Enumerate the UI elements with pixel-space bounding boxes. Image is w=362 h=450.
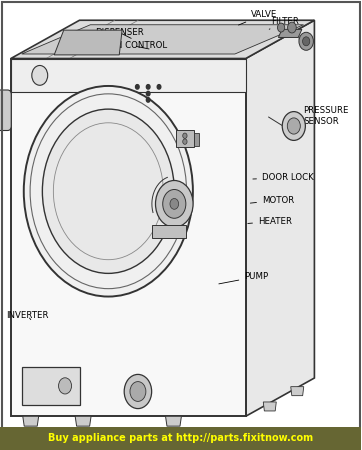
Circle shape	[24, 86, 193, 297]
Circle shape	[146, 98, 150, 102]
Circle shape	[287, 118, 300, 134]
Circle shape	[130, 382, 146, 401]
Circle shape	[282, 112, 306, 140]
Polygon shape	[246, 20, 315, 416]
Text: HEATER: HEATER	[248, 217, 292, 226]
Polygon shape	[11, 58, 246, 92]
Circle shape	[303, 37, 310, 46]
Polygon shape	[22, 25, 304, 54]
Polygon shape	[11, 20, 315, 58]
Circle shape	[146, 91, 150, 96]
Circle shape	[42, 109, 174, 274]
Circle shape	[124, 374, 152, 409]
Polygon shape	[11, 58, 246, 416]
Circle shape	[183, 139, 187, 144]
Text: PRESSURE
SENSOR: PRESSURE SENSOR	[295, 106, 349, 126]
Circle shape	[278, 23, 285, 32]
Polygon shape	[263, 402, 276, 411]
Text: INVERTER: INVERTER	[7, 311, 49, 320]
Text: VALVE: VALVE	[239, 10, 278, 25]
Text: DOOR LOCK: DOOR LOCK	[253, 173, 314, 182]
Text: MAIN CONTROL: MAIN CONTROL	[100, 41, 167, 50]
Polygon shape	[75, 416, 91, 426]
Circle shape	[183, 133, 187, 139]
Circle shape	[163, 189, 186, 218]
Polygon shape	[152, 225, 186, 238]
Polygon shape	[291, 387, 304, 396]
Polygon shape	[23, 416, 39, 426]
Circle shape	[299, 32, 313, 50]
Text: MOTOR: MOTOR	[250, 196, 294, 205]
Bar	[0, 427, 361, 450]
Polygon shape	[54, 30, 122, 55]
Circle shape	[146, 85, 150, 89]
Polygon shape	[22, 367, 80, 405]
Circle shape	[32, 66, 48, 86]
Circle shape	[59, 378, 72, 394]
Circle shape	[156, 180, 193, 227]
Text: DISPENSER: DISPENSER	[95, 28, 144, 38]
Circle shape	[157, 85, 161, 89]
Text: Buy appliance parts at http://parts.fixitnow.com: Buy appliance parts at http://parts.fixi…	[48, 433, 313, 443]
Polygon shape	[176, 130, 194, 148]
FancyBboxPatch shape	[0, 90, 11, 130]
Polygon shape	[278, 29, 302, 37]
Text: PUMP: PUMP	[219, 272, 269, 284]
Text: FILTER: FILTER	[269, 17, 299, 29]
Circle shape	[135, 85, 139, 89]
Circle shape	[170, 198, 178, 209]
Polygon shape	[194, 133, 199, 146]
Polygon shape	[165, 416, 181, 426]
Circle shape	[287, 22, 296, 33]
